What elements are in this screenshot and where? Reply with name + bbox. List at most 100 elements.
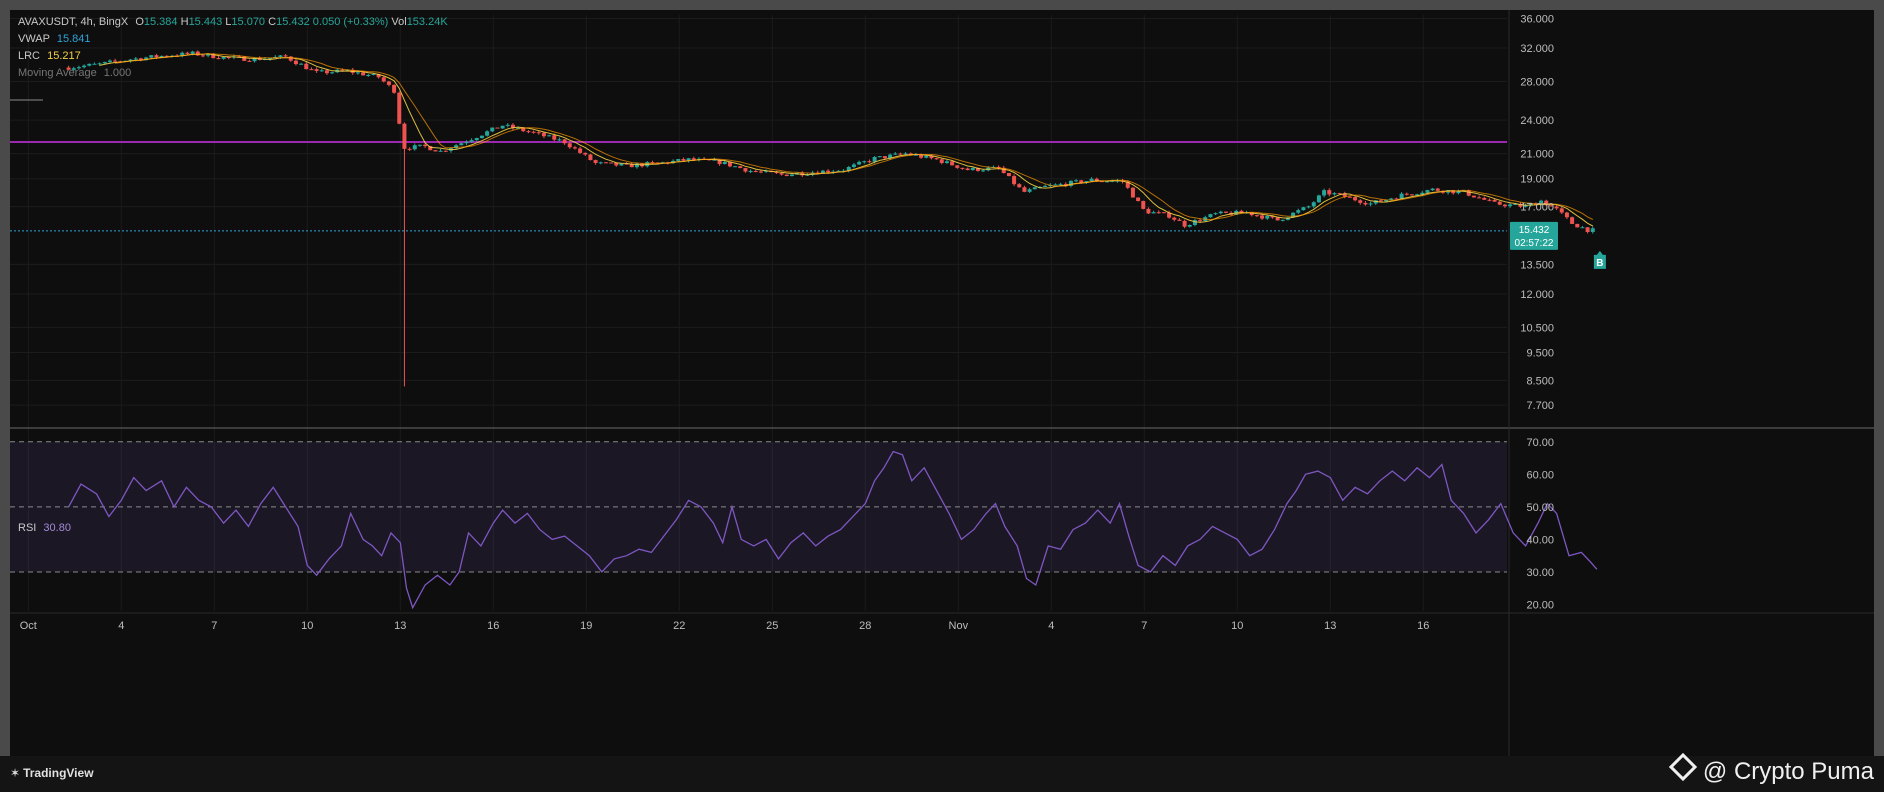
candle-down [898,153,903,155]
candle-up [366,75,371,77]
candle-up [877,156,882,158]
ohlc-legend: AVAXUSDT, 4h, BingX O15.384 H15.443 L15.… [18,16,448,28]
candle-down [392,84,397,93]
candle-up [1580,227,1585,229]
change-value: 0.050 (+0.33%) [312,16,389,28]
candle-up [438,150,443,152]
candle-up [857,161,862,165]
candle-down [164,55,169,57]
candle-down [1239,210,1244,213]
price-tick-label: 24.000 [1520,115,1554,127]
candle-up [981,170,986,172]
candle-up [221,56,226,59]
candle-up [722,161,727,165]
candle-up [1420,192,1425,195]
time-tick-label: 4 [1048,620,1054,632]
candle-down [1094,178,1099,182]
candle-up [500,125,505,129]
candle-down [1141,201,1146,209]
candle-up [76,67,81,69]
candle-up [355,72,360,74]
candle-down [738,166,743,169]
candle-up [836,170,841,172]
candle-up [319,70,324,72]
candle-up [1528,203,1533,206]
time-tick-label: Nov [949,620,969,632]
candle-down [1497,201,1502,205]
watermark-credit: @ Crypto Puma [1668,752,1874,786]
candle-down [1130,187,1135,198]
candle-down [381,77,386,82]
candle-down [1347,196,1352,198]
rsi-value: 30.80 [43,522,71,534]
low-label: L [225,16,232,28]
price-tick-label: 19.000 [1520,174,1554,186]
rsi-label: RSI [18,522,37,534]
candle-up [1027,189,1032,192]
candle-down [1477,197,1482,199]
candle-up [82,65,87,68]
time-tick-label: 22 [673,620,685,632]
candle-down [1554,206,1559,209]
candle-down [1099,181,1104,183]
time-tick-label: 7 [1141,620,1147,632]
candle-down [929,155,934,159]
high-label: H [180,16,189,28]
price-tick-label: 32.000 [1520,43,1554,55]
candle-up [97,63,102,65]
candle-down [717,159,722,165]
moving-average-legend[interactable]: Moving Average 1.000 [18,67,131,79]
candle-down [1022,187,1027,192]
candle-down [1394,198,1399,200]
high-value: 15.443 [188,16,223,28]
candle-up [102,61,107,64]
candle-down [1502,204,1507,207]
candle-down [552,135,557,140]
candle-up [748,171,753,173]
candle-down [727,161,732,167]
candle-down [1146,208,1151,214]
candle-down [1544,200,1549,206]
candle-down [779,173,784,175]
candle-down [753,171,758,173]
price-tick-label: 17.000 [1520,202,1554,214]
candle-up [417,144,422,146]
candle-up [1384,199,1389,202]
candle-down [934,158,939,160]
candle-down [1466,190,1471,196]
candle-down [1471,195,1476,198]
candle-down [1518,204,1523,207]
candle-down [510,124,515,129]
rsi-legend[interactable]: RSI 30.80 [18,522,71,534]
candle-down [583,152,588,155]
lrc-legend[interactable]: LRC 15.217 [18,50,81,62]
candle-down [200,55,205,57]
tradingview-logo[interactable]: ✶ TradingView [10,766,94,780]
candle-up [412,145,417,150]
rsi-tick-label: 30.00 [1526,567,1554,579]
price-tick-label: 7.700 [1526,400,1554,412]
candle-down [531,131,536,133]
candle-up [505,124,510,126]
candle-down [185,52,190,54]
candle-down [1161,212,1166,214]
candle-up [1089,178,1094,182]
candle-up [1425,190,1430,193]
candle-down [939,159,944,164]
candle-up [1053,184,1058,186]
time-tick-label: 10 [301,620,313,632]
candle-down [154,55,159,58]
candle-down [650,162,655,164]
chart-canvas[interactable]: 36.000 32.000 28.000 24.000 21.000 19.000 17.0… [10,10,1874,756]
mavg-value: 1.000 [103,67,132,79]
candle-up [149,55,154,58]
vwap-legend[interactable]: VWAP 15.841 [18,33,91,45]
candle-down [324,70,329,74]
candles [66,50,1595,387]
candle-up [598,162,603,164]
lrc-label: LRC [18,50,41,62]
candle-down [397,92,402,124]
candle-up [862,161,867,163]
candle-up [1084,181,1089,183]
candle-up [1539,200,1544,205]
